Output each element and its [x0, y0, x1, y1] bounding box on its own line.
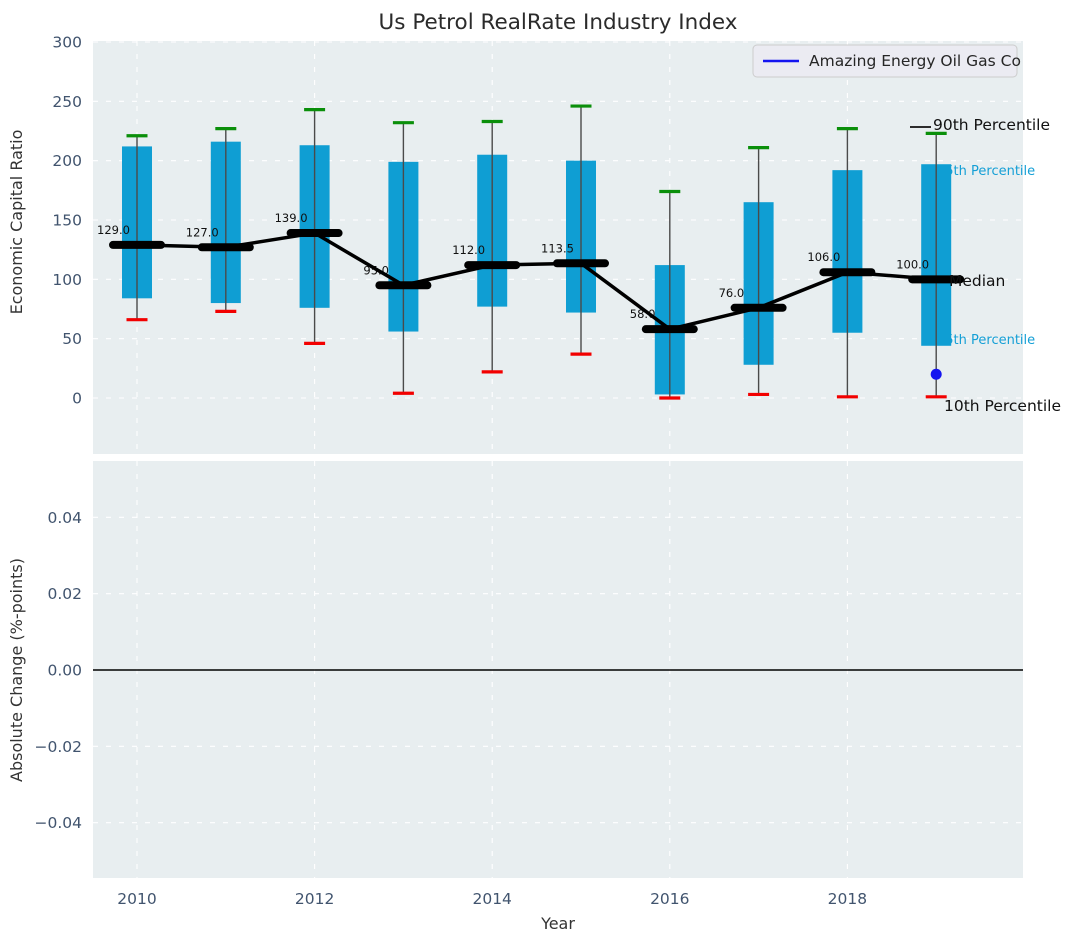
- x-tick-label: 2014: [472, 890, 511, 908]
- bottom-y-tick-label: −0.02: [35, 738, 83, 756]
- percentile-annotations: 90th Percentile Median 10th Percentile: [910, 116, 1061, 415]
- x-tick-labels: 2010 2012 2014 2016 2018: [117, 890, 867, 908]
- top-y-tick-label: 50: [62, 330, 82, 348]
- top-y-tick-labels: 0 50 100 150 200 250 300: [52, 33, 82, 407]
- x-axis-label: Year: [540, 914, 575, 933]
- legend-label: Amazing Energy Oil Gas Co: [809, 52, 1021, 70]
- median-value-label: 112.0: [452, 243, 485, 257]
- median-value-label: 106.0: [807, 250, 840, 264]
- median-value-label: 127.0: [186, 225, 219, 239]
- bottom-y-tick-labels: −0.04 −0.02 0.00 0.02 0.04: [35, 509, 83, 832]
- boxplot-2019: [921, 131, 952, 399]
- annotation-median: Median: [949, 272, 1005, 290]
- company-point: [930, 368, 942, 380]
- top-y-tick-label: 300: [52, 33, 82, 51]
- boxplot-2017: [743, 146, 774, 397]
- bottom-y-tick-label: 0.02: [47, 585, 82, 603]
- annotation-90th-percentile: 90th Percentile: [933, 116, 1050, 134]
- boxplot-2010: [122, 134, 152, 322]
- top-y-tick-label: 150: [52, 211, 82, 229]
- boxplot-2011: [210, 127, 241, 313]
- x-tick-label: 2018: [828, 890, 867, 908]
- boxplot-2014: [477, 119, 508, 374]
- bottom-y-tick-label: 0.04: [47, 509, 82, 527]
- chart-title: Us Petrol RealRate Industry Index: [379, 10, 738, 35]
- top-y-tick-label: 100: [52, 271, 82, 289]
- median-value-label: 100.0: [896, 257, 929, 271]
- bottom-y-axis-label: Absolute Change (%-points): [7, 558, 26, 782]
- median-value-label: 129.0: [97, 223, 130, 237]
- top-y-axis-label: Economic Capital Ratio: [7, 130, 26, 315]
- boxplot-2012: [299, 108, 330, 346]
- bottom-y-tick-label: −0.04: [35, 814, 83, 832]
- median-value-label: 58.0: [630, 307, 656, 321]
- annotation-25th-percentile: 25th Percentile: [937, 333, 1035, 348]
- top-y-tick-label: 250: [52, 93, 82, 111]
- top-y-tick-label: 0: [72, 390, 82, 408]
- median-value-label: 139.0: [275, 211, 308, 225]
- median-line-series: [109, 229, 965, 334]
- boxplot-2013: [388, 121, 419, 395]
- annotation-10th-percentile: 10th Percentile: [944, 397, 1061, 415]
- x-tick-label: 2016: [650, 890, 689, 908]
- bottom-y-tick-label: 0.00: [47, 662, 82, 680]
- boxplots: [122, 104, 952, 400]
- boxplot-2015: [566, 104, 596, 356]
- legend-box: [752, 44, 1018, 78]
- x-tick-label: 2010: [117, 890, 156, 908]
- boxplot-2018: [832, 127, 863, 399]
- median-value-label: 76.0: [719, 286, 745, 300]
- legend: Amazing Energy Oil Gas Co: [752, 44, 1021, 78]
- top-y-tick-label: 200: [52, 152, 82, 170]
- x-tick-label: 2012: [295, 890, 334, 908]
- annotation-75th-percentile: 75th Percentile: [937, 164, 1035, 179]
- median-polyline: [136, 231, 937, 331]
- median-value-label: 113.5: [541, 241, 574, 255]
